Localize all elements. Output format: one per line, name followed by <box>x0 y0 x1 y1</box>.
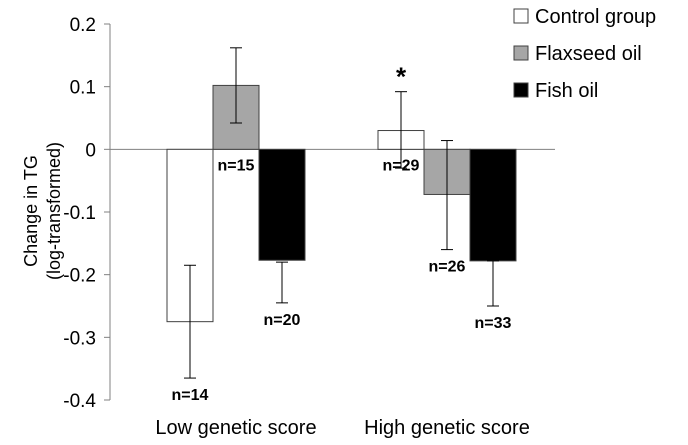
bars <box>166 84 517 323</box>
category-label-1: High genetic score <box>364 417 530 439</box>
y-axis-title: Change in TG (log-transformed) <box>21 142 64 280</box>
legend-swatch-1 <box>513 45 529 61</box>
legend-swatch-2 <box>513 82 529 98</box>
y-axis: 0.2 0.1 0 -0.1 -0.2 -0.3 -0.4 <box>63 15 555 412</box>
y-tick-label: -0.1 <box>63 203 96 224</box>
bar-0-2 <box>258 148 306 261</box>
y-tick-label: -0.2 <box>63 266 96 287</box>
legend-swatch-0 <box>513 8 529 24</box>
y-tick-label: -0.3 <box>63 328 96 349</box>
legend-label-1: Flaxseed oil <box>535 43 642 65</box>
legend-label-2: Fish oil <box>535 80 598 102</box>
n-label-0-2: n=20 <box>264 312 301 329</box>
significance-star: * <box>396 62 407 92</box>
n-label-1-1: n=26 <box>429 259 466 276</box>
legend: Control group Flaxseed oil Fish oil <box>513 6 656 102</box>
y-axis-title-line-2: (log-transformed) <box>44 142 64 280</box>
y-tick-label: 0 <box>85 140 96 161</box>
legend-label-0: Control group <box>535 6 656 28</box>
error-bars <box>184 47 499 379</box>
n-label-0-1: n=15 <box>218 157 255 174</box>
n-label-0-0: n=14 <box>172 387 209 404</box>
y-tick-label: 0.2 <box>70 15 96 36</box>
y-tick-label: 0.1 <box>70 78 96 99</box>
y-tick-label: -0.4 <box>63 391 96 412</box>
sample-size-labels: n=14 n=15 n=20 n=29 n=26 n=33 * <box>172 62 512 404</box>
n-label-1-0: n=29 <box>383 157 420 174</box>
n-label-1-2: n=33 <box>475 315 512 332</box>
category-label-0: Low genetic score <box>155 417 316 439</box>
category-labels: Low genetic score High genetic score <box>155 417 529 439</box>
bar-1-2 <box>469 148 517 262</box>
y-axis-title-line-1: Change in TG <box>21 155 41 267</box>
